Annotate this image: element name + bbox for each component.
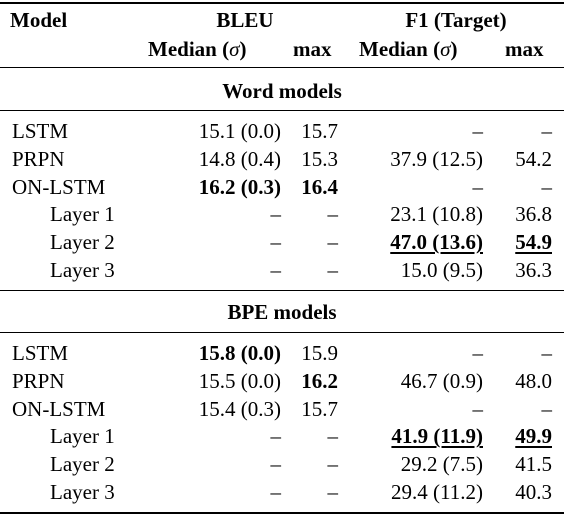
f1-median-cell: 41.9 (11.9) [391, 424, 483, 449]
bleu-median-cell: 15.1 (0.0) [198, 119, 281, 143]
f1-max-cell: 54.2 [515, 146, 552, 171]
median-label-prefix: Median ( [359, 37, 441, 61]
bleu-max-cell: 16.2 [301, 368, 338, 393]
sigma-symbol: σ [229, 37, 240, 61]
median-label-prefix: Median ( [148, 37, 230, 61]
f1-max-cell: 40.3 [515, 480, 552, 504]
f1-max-cell: 41.5 [515, 452, 552, 477]
f1-median-cell: 47.0 (13.6) [390, 230, 483, 255]
f1-median-cell: 15.0 (9.5) [400, 258, 483, 282]
f1-median-cell: 29.4 (11.2) [391, 480, 483, 504]
median-label-suffix: ) [450, 37, 458, 61]
f1-max-cell: – [541, 341, 553, 365]
model-name-cell: PRPN [12, 368, 65, 393]
median-label-suffix: ) [239, 37, 247, 61]
bleu-median-cell: 16.2 (0.3) [198, 174, 281, 199]
model-name-cell: Layer 2 [50, 230, 115, 255]
f1-median-cell: – [472, 396, 484, 421]
f1-max-cell: 48.0 [515, 368, 552, 393]
f1-median-cell: – [472, 174, 484, 199]
f1-max-cell: – [541, 396, 553, 421]
bleu-max-cell: – [327, 230, 339, 255]
model-name-cell: Layer 2 [50, 452, 115, 477]
section-title-rule-1 [0, 110, 564, 111]
header-bleu-max: max [293, 37, 332, 61]
model-name-cell: ON-LSTM [12, 396, 106, 421]
f1-median-cell: 37.9 (12.5) [390, 146, 483, 171]
section-divider-rule [0, 290, 564, 291]
model-name-cell: Layer 1 [50, 424, 115, 449]
section-title-word-models: Word models [222, 79, 342, 103]
sigma-symbol: σ [440, 37, 451, 61]
bleu-median-cell: – [270, 452, 282, 477]
model-name-cell: LSTM [12, 341, 69, 365]
bleu-median-cell: – [270, 424, 282, 449]
header-model: Model [10, 8, 68, 32]
model-name-cell: LSTM [12, 119, 69, 143]
bleu-max-cell: 16.4 [301, 174, 338, 199]
header-rule [0, 67, 564, 68]
f1-median-cell: 29.2 (7.5) [400, 452, 483, 477]
bleu-median-cell: 14.8 (0.4) [198, 146, 281, 171]
section-title-bpe-models: BPE models [227, 300, 337, 324]
bleu-max-cell: – [327, 452, 339, 477]
bleu-max-cell: – [327, 424, 339, 449]
bleu-max-cell: – [327, 202, 339, 227]
f1-median-cell: – [472, 341, 484, 365]
f1-median-cell: 46.7 (0.9) [400, 368, 483, 393]
model-name-cell: PRPN [12, 146, 65, 171]
bleu-median-cell: – [270, 230, 282, 255]
bleu-median-cell: 15.5 (0.0) [198, 368, 281, 393]
bleu-max-cell: 15.7 [301, 396, 338, 421]
f1-median-cell: – [472, 119, 484, 143]
top-rule [0, 2, 564, 4]
header-f1-max: max [505, 37, 544, 61]
header-bleu-median: Median (σ) [148, 36, 246, 62]
section-title-rule-2 [0, 332, 564, 333]
bleu-max-cell: 15.7 [301, 119, 338, 143]
model-name-cell: Layer 1 [50, 202, 115, 227]
bleu-max-cell: 15.9 [301, 341, 338, 365]
f1-max-cell: 49.9 [515, 424, 552, 449]
model-name-cell: Layer 3 [50, 258, 115, 282]
header-f1: F1 (Target) [405, 8, 507, 32]
bleu-max-cell: – [327, 480, 339, 504]
f1-max-cell: 36.3 [515, 258, 552, 282]
bleu-max-cell: 15.3 [301, 146, 338, 171]
f1-max-cell: 36.8 [515, 202, 552, 227]
bleu-median-cell: – [270, 258, 282, 282]
model-name-cell: Layer 3 [50, 480, 115, 504]
f1-max-cell: – [541, 119, 553, 143]
bleu-median-cell: – [270, 202, 282, 227]
bleu-max-cell: – [327, 258, 339, 282]
bottom-rule [0, 512, 564, 514]
f1-max-cell: – [541, 174, 553, 199]
header-f1-median: Median (σ) [359, 36, 457, 62]
f1-median-cell: 23.1 (10.8) [390, 202, 483, 227]
model-name-cell: ON-LSTM [12, 174, 106, 199]
bleu-median-cell: 15.4 (0.3) [198, 396, 281, 421]
bleu-median-cell: 15.8 (0.0) [198, 341, 281, 365]
bleu-median-cell: – [270, 480, 282, 504]
header-bleu: BLEU [216, 8, 274, 32]
f1-max-cell: 54.9 [515, 230, 552, 255]
